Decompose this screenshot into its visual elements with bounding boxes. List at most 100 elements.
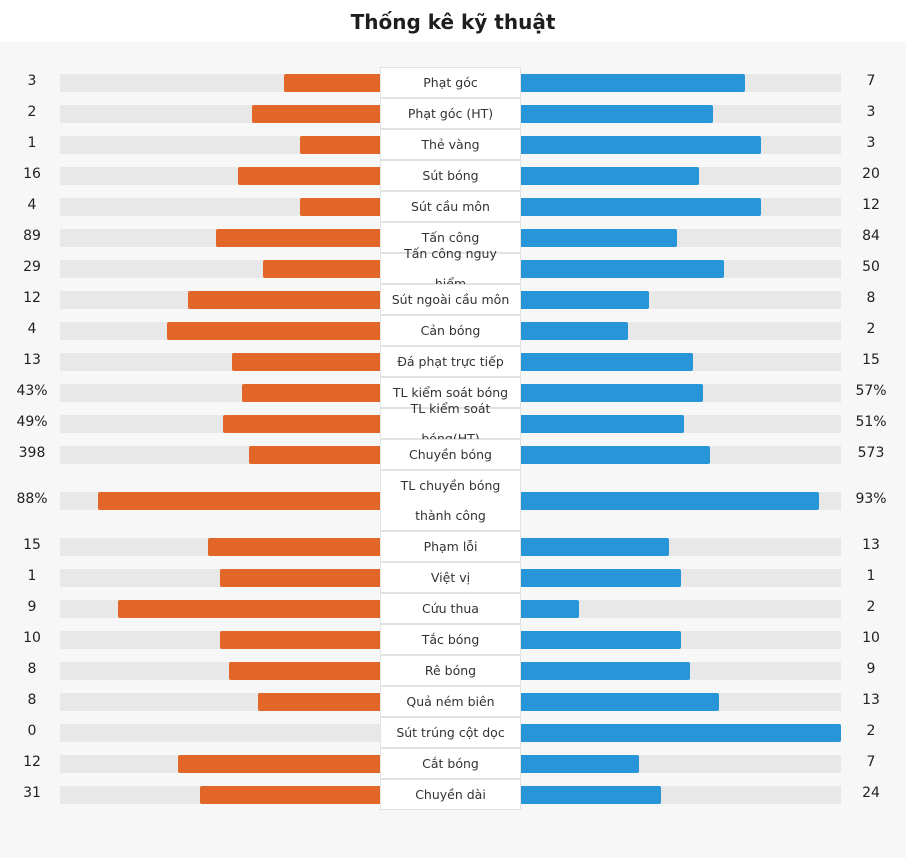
away-track <box>521 260 841 278</box>
stat-label: Cản bóng <box>380 315 521 346</box>
away-track <box>521 105 841 123</box>
home-track <box>60 693 380 711</box>
home-bar <box>220 569 380 587</box>
away-track <box>521 353 841 371</box>
home-track <box>60 631 380 649</box>
away-bar <box>521 631 681 649</box>
stat-row: 1 Thẻ vàng 3 <box>0 129 906 160</box>
home-track <box>60 755 380 773</box>
away-track <box>521 167 841 185</box>
stat-label: Chuyền dài <box>380 779 521 810</box>
home-value: 10 <box>23 630 41 646</box>
home-track <box>60 662 380 680</box>
home-track <box>60 291 380 309</box>
stat-label: TL kiểm soát bóng(HT) <box>380 401 521 446</box>
away-bar <box>521 229 677 247</box>
away-value: 10 <box>862 630 880 646</box>
home-value: 12 <box>23 290 41 306</box>
stat-row: 4 Sút cầu môn 12 <box>0 191 906 222</box>
away-bar <box>521 322 628 340</box>
stat-label: Tấn công <box>380 222 521 253</box>
away-bar <box>521 105 713 123</box>
home-value: 4 <box>27 197 37 213</box>
away-track <box>521 446 841 464</box>
away-track <box>521 384 841 402</box>
away-value: 51% <box>855 414 887 430</box>
away-bar <box>521 353 693 371</box>
home-value: 15 <box>23 537 41 553</box>
stat-row: 2 Phạt góc (HT) 3 <box>0 98 906 129</box>
home-bar <box>200 786 380 804</box>
stat-row: 12 Cắt bóng 7 <box>0 748 906 779</box>
away-track <box>521 291 841 309</box>
stat-label: Phạt góc (HT) <box>380 98 521 129</box>
away-track <box>521 322 841 340</box>
stat-label: Đá phạt trực tiếp <box>380 346 521 377</box>
home-track <box>60 136 380 154</box>
away-bar <box>521 291 649 309</box>
away-track <box>521 492 841 510</box>
away-bar <box>521 446 710 464</box>
stats-panel: 3 Phạt góc 7 2 Phạt góc (HT) 3 1 Thẻ vàng 3 16 Sút… <box>0 42 906 858</box>
stat-row: 12 Sút ngoài cầu môn 8 <box>0 284 906 315</box>
home-value: 8 <box>27 692 37 708</box>
stat-row: 3 Phạt góc 7 <box>0 67 906 98</box>
stat-label: Phạm lỗi <box>380 531 521 562</box>
home-bar <box>167 322 380 340</box>
stat-label: Sút bóng <box>380 160 521 191</box>
stat-label: Sút ngoài cầu môn <box>380 284 521 315</box>
stat-row: 88% TL chuyền bóng thành công 93% <box>0 470 906 531</box>
away-track <box>521 600 841 618</box>
away-track <box>521 569 841 587</box>
home-track <box>60 353 380 371</box>
away-track <box>521 693 841 711</box>
stat-label: Tắc bóng <box>380 624 521 655</box>
away-bar <box>521 538 669 556</box>
stat-label: Thẻ vàng <box>380 129 521 160</box>
home-bar <box>98 492 380 510</box>
home-bar <box>216 229 380 247</box>
home-bar <box>252 105 380 123</box>
home-value: 12 <box>23 754 41 770</box>
away-bar <box>521 662 690 680</box>
stat-row: 8 Rê bóng 9 <box>0 655 906 686</box>
home-value: 8 <box>27 661 37 677</box>
away-value: 3 <box>866 104 876 120</box>
home-value: 3 <box>27 73 37 89</box>
home-bar <box>208 538 380 556</box>
home-track <box>60 384 380 402</box>
home-track <box>60 569 380 587</box>
home-track <box>60 600 380 618</box>
away-value: 2 <box>866 599 876 615</box>
home-track <box>60 229 380 247</box>
stat-row: 0 Sút trúng cột dọc 2 <box>0 717 906 748</box>
home-value: 13 <box>23 352 41 368</box>
away-value: 7 <box>866 73 876 89</box>
home-track <box>60 786 380 804</box>
home-value: 0 <box>27 723 37 739</box>
home-bar <box>223 415 380 433</box>
stat-row: 43% TL kiểm soát bóng 57% <box>0 377 906 408</box>
stat-row: 16 Sút bóng 20 <box>0 160 906 191</box>
stat-label: Cắt bóng <box>380 748 521 779</box>
home-bar <box>188 291 380 309</box>
stat-label: Chuyền bóng <box>380 439 521 470</box>
away-track <box>521 631 841 649</box>
home-value: 1 <box>27 135 37 151</box>
home-value: 9 <box>27 599 37 615</box>
away-bar <box>521 492 819 510</box>
away-value: 13 <box>862 537 880 553</box>
away-value: 2 <box>866 321 876 337</box>
stat-row: 15 Phạm lỗi 13 <box>0 531 906 562</box>
away-track <box>521 415 841 433</box>
away-bar <box>521 415 684 433</box>
stat-label: Sút trúng cột dọc <box>380 717 521 748</box>
home-track <box>60 74 380 92</box>
home-bar <box>284 74 380 92</box>
home-track <box>60 198 380 216</box>
away-track <box>521 229 841 247</box>
away-track <box>521 198 841 216</box>
home-bar <box>229 662 380 680</box>
stat-row: 8 Quả ném biên 13 <box>0 686 906 717</box>
stat-row: 398 Chuyền bóng 573 <box>0 439 906 470</box>
